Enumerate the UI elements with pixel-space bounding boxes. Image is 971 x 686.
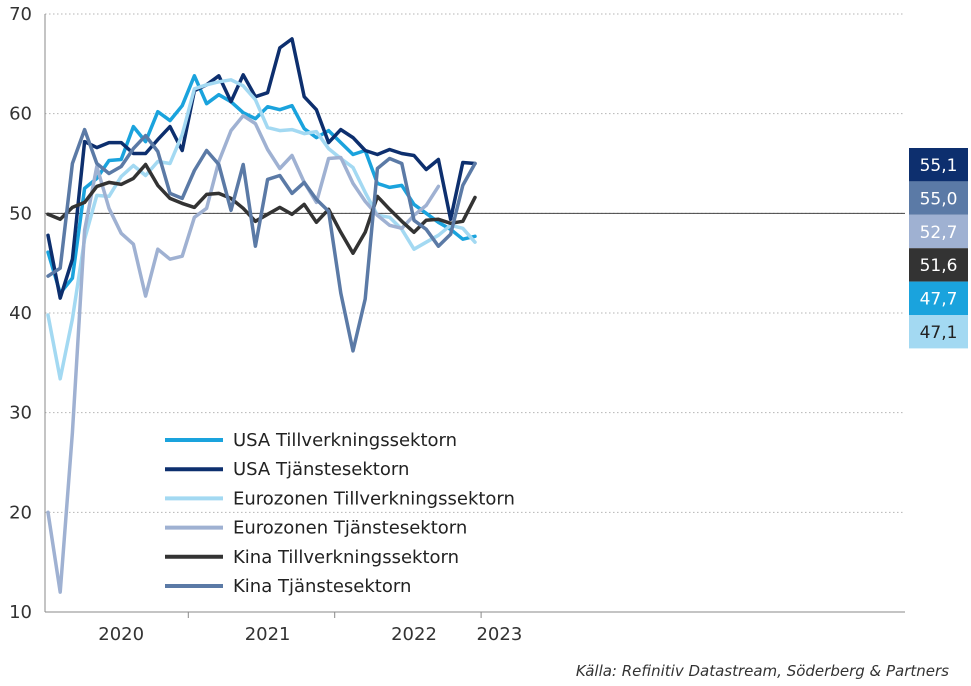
legend: USA Tillverkningssektorn USA Tjänstesekto… [165,430,515,597]
series-line-5 [46,127,477,353]
end-label-box [909,148,968,182]
legend-label: Eurozonen Tjänstesektorn [233,518,467,539]
legend-label: Kina Tjänstesektorn [233,576,411,597]
end-label-box [909,281,968,315]
end-label-box [909,214,968,249]
x-tick-label: 2022 [391,624,437,645]
end-label-value: 55,0 [920,189,958,209]
legend-label: Kina Tillverkningssektorn [233,547,459,568]
x-tick-label: 2020 [98,624,144,645]
end-label-value: 51,6 [920,256,958,276]
y-tick-label: 50 [9,203,32,224]
series-lines [46,37,477,594]
gridlines [45,13,905,513]
x-tick-label: 2023 [476,624,522,645]
y-tick-label: 60 [9,104,32,125]
x-tick-label: 2021 [245,624,291,645]
source-note: Källa: Refinitiv Datastream, Söderberg &… [575,662,949,680]
legend-label: Eurozonen Tillverkningssektorn [233,488,515,509]
y-tick-label: 30 [9,403,32,424]
end-label-box [909,181,968,215]
legend-label: USA Tjänstesektorn [233,459,409,480]
end-label-value: 47,1 [920,323,958,343]
end-label-box [909,315,968,349]
y-tick-label: 70 [9,4,32,25]
series-line-2 [46,78,477,381]
end-value-labels: 55,1 55,0 52,7 51,6 47,7 47,1 [909,148,968,349]
legend-label: USA Tillverkningssektorn [233,430,457,451]
end-label-value: 47,7 [920,290,958,310]
y-tick-label: 40 [9,303,32,324]
end-label-box [909,248,968,282]
y-tick-label: 10 [9,602,32,623]
axes: 10 20 30 40 50 60 70 2020 2021 2022 2023 [9,4,905,645]
end-label-value: 55,1 [920,156,958,176]
y-tick-label: 20 [9,502,32,523]
series-line-1 [46,37,477,300]
end-label-value: 52,7 [920,223,958,243]
